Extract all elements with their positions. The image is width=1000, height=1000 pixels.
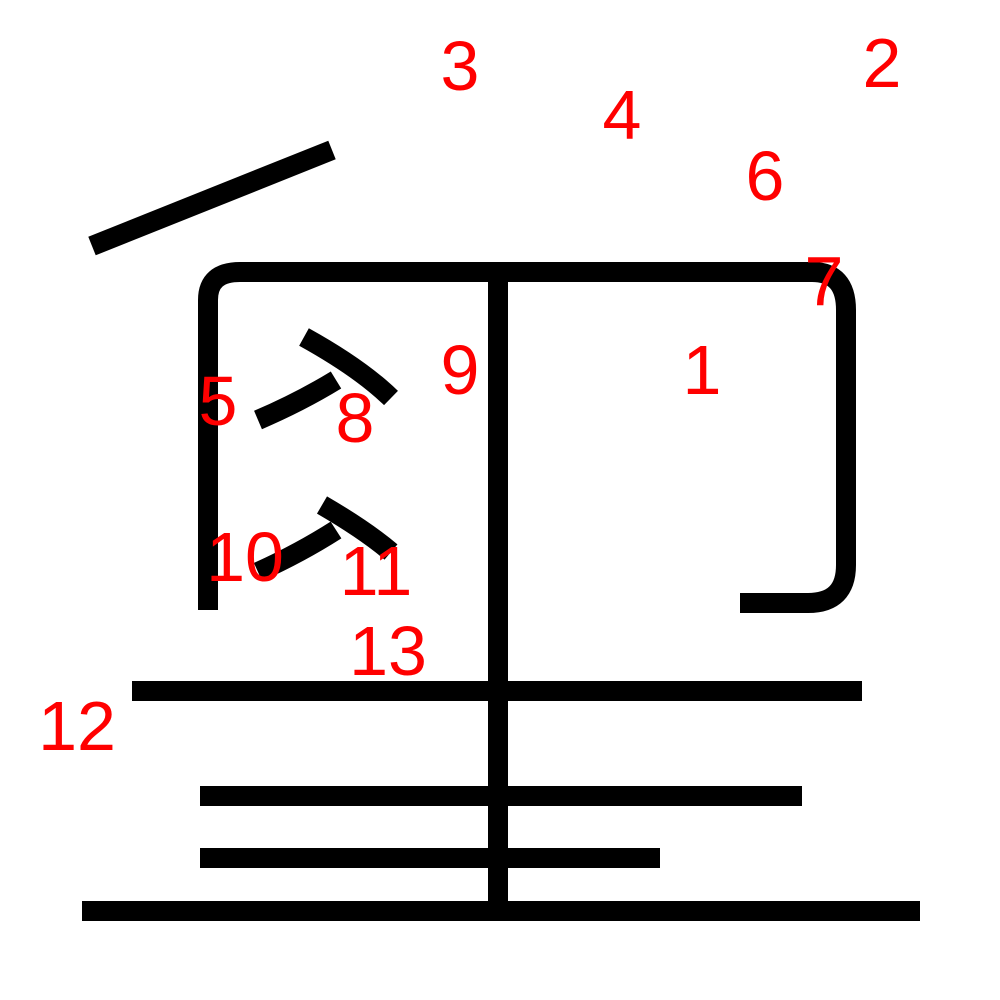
stroke-number-label-2: 2 [863,24,902,102]
character-stroke [299,328,398,406]
character-stroke [254,371,342,430]
stroke-number-label-3: 3 [441,27,480,105]
stroke-number-label-11: 11 [340,532,413,610]
stroke-number-label-6: 6 [746,137,785,215]
stroke-number-label-4: 4 [603,76,642,154]
character-stroke [198,262,856,613]
character-stroke [316,496,398,560]
stroke-number-label-12: 12 [38,687,116,765]
stroke-number-label-7: 7 [805,242,844,320]
character-stroke [88,140,336,256]
stroke-number-label-10: 10 [206,518,284,596]
stroke-number-label-5: 5 [199,362,238,440]
stroke-number-label-13: 13 [349,612,427,690]
strokes-layer [82,140,920,921]
stroke-number-label-8: 8 [336,379,375,457]
stroke-number-label-1: 1 [683,331,722,409]
stroke-number-label-9: 9 [441,331,480,409]
character-stroke [253,521,342,582]
